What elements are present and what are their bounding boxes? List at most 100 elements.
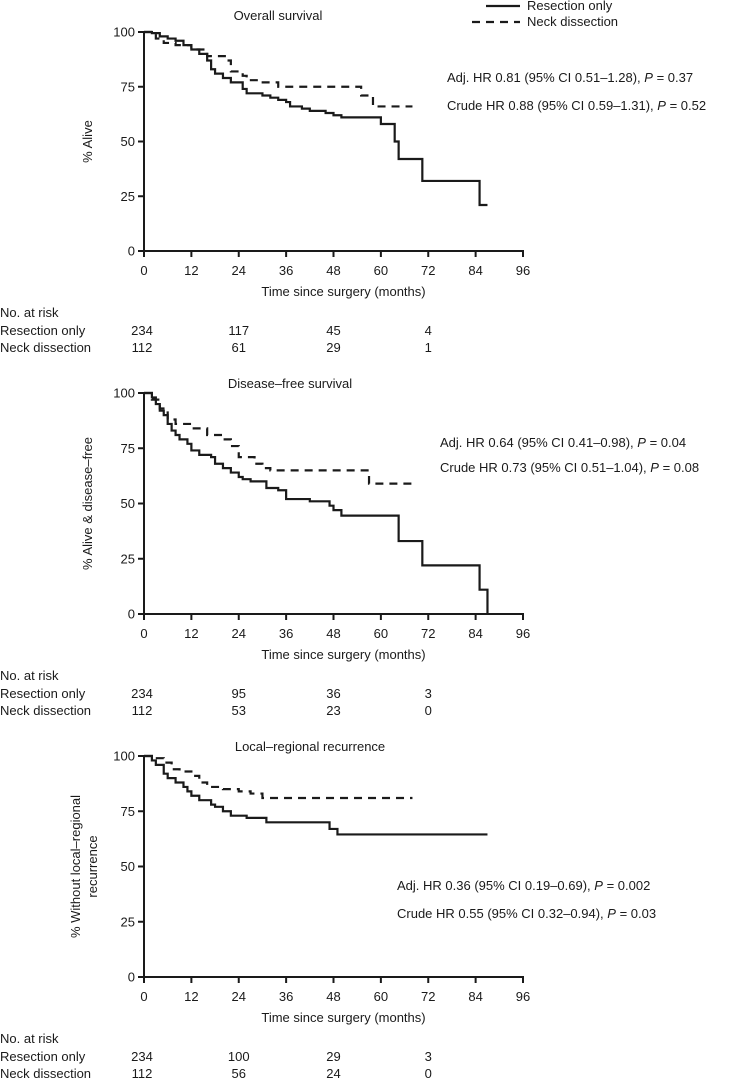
at-risk-value: 3 — [425, 1049, 432, 1064]
x-tick-label: 60 — [374, 263, 388, 278]
y-tick-label: 0 — [128, 244, 135, 259]
at-risk-row-label: Neck dissection — [0, 340, 91, 355]
hazard-ratio-annotation: Crude HR 0.73 (95% CI 0.51–1.04), P = 0.… — [440, 460, 699, 475]
x-tick-label: 48 — [326, 626, 340, 641]
x-tick-label: 12 — [184, 989, 198, 1004]
at-risk-value: 24 — [326, 1066, 340, 1081]
series-neck-dissection — [144, 391, 413, 485]
chart-title: Local–regional recurrence — [235, 739, 385, 754]
legend: Resection only Neck dissection — [472, 0, 618, 29]
hazard-ratio-annotation: Adj. HR 0.81 (95% CI 0.51–1.28), P = 0.3… — [447, 70, 693, 85]
y-tick-label: 75 — [121, 441, 135, 456]
at-risk-value: 3 — [425, 686, 432, 701]
x-tick-label: 12 — [184, 263, 198, 278]
y-axis-label: % Alive — [80, 120, 95, 163]
x-axis-label: Time since surgery (months) — [261, 1010, 425, 1025]
at-risk-value: 45 — [326, 323, 340, 338]
y-tick-label: 0 — [128, 607, 135, 622]
hazard-ratio-annotation: Adj. HR 0.64 (95% CI 0.41–0.98), P = 0.0… — [440, 435, 686, 450]
legend-label-neck: Neck dissection — [527, 14, 618, 29]
hazard-ratio-annotation: Crude HR 0.88 (95% CI 0.59–1.31), P = 0.… — [447, 98, 706, 113]
y-tick-label: 100 — [113, 25, 135, 40]
at-risk-value: 56 — [232, 1066, 246, 1081]
x-axis-label: Time since surgery (months) — [261, 284, 425, 299]
at-risk-value: 0 — [425, 1066, 432, 1081]
x-tick-label: 96 — [516, 626, 530, 641]
at-risk-value: 112 — [132, 1066, 153, 1081]
hazard-ratio-annotation: Adj. HR 0.36 (95% CI 0.19–0.69), P = 0.0… — [397, 878, 650, 893]
at-risk-header: No. at risk — [0, 668, 59, 683]
at-risk-value: 234 — [131, 323, 153, 338]
x-tick-label: 24 — [232, 626, 246, 641]
y-axis-label: recurrence — [85, 835, 100, 897]
x-tick-label: 72 — [421, 263, 435, 278]
x-tick-label: 84 — [468, 263, 482, 278]
x-tick-label: 36 — [279, 263, 293, 278]
y-tick-label: 25 — [121, 914, 135, 929]
at-risk-value: 234 — [131, 1049, 153, 1064]
km-chart-2: Disease–free survival 0 25 50 75 100 0 12 24 36 48… — [0, 376, 699, 718]
at-risk-row-label: Neck dissection — [0, 703, 91, 718]
at-risk-header: No. at risk — [0, 1031, 59, 1046]
chart-title: Disease–free survival — [228, 376, 352, 391]
x-tick-label: 48 — [326, 989, 340, 1004]
x-axis-label: Time since surgery (months) — [261, 647, 425, 662]
x-tick-label: 24 — [232, 263, 246, 278]
y-tick-label: 100 — [113, 386, 135, 401]
at-risk-value: 61 — [232, 340, 246, 355]
series-neck-dissection — [144, 30, 413, 108]
y-tick-label: 100 — [113, 749, 135, 764]
x-tick-label: 36 — [279, 626, 293, 641]
hazard-ratio-annotation: Crude HR 0.55 (95% CI 0.32–0.94), P = 0.… — [397, 906, 656, 921]
series-resection-only — [144, 754, 488, 836]
km-chart-3: Local–regional recurrence 0 25 50 75 100 0 12 24… — [0, 739, 656, 1081]
at-risk-value: 1 — [425, 340, 432, 355]
y-tick-label: 0 — [128, 970, 135, 985]
x-tick-label: 72 — [421, 989, 435, 1004]
y-tick-label: 25 — [121, 551, 135, 566]
at-risk-value: 95 — [232, 686, 246, 701]
at-risk-value: 23 — [326, 703, 340, 718]
x-tick-label: 48 — [326, 263, 340, 278]
at-risk-value: 112 — [132, 703, 153, 718]
y-tick-label: 75 — [121, 79, 135, 94]
at-risk-row-label: Resection only — [0, 323, 86, 338]
x-tick-label: 84 — [468, 626, 482, 641]
at-risk-value: 36 — [326, 686, 340, 701]
x-tick-label: 0 — [140, 263, 147, 278]
y-tick-label: 50 — [121, 134, 135, 149]
at-risk-row-label: Neck dissection — [0, 1066, 91, 1081]
y-tick-label: 25 — [121, 189, 135, 204]
at-risk-value: 112 — [132, 340, 153, 355]
y-tick-label: 75 — [121, 804, 135, 819]
at-risk-value: 0 — [425, 703, 432, 718]
at-risk-row-label: Resection only — [0, 1049, 86, 1064]
x-tick-label: 0 — [140, 626, 147, 641]
at-risk-value: 234 — [131, 686, 153, 701]
y-axis-label: % Without local–regional — [68, 795, 83, 938]
series-resection-only — [144, 391, 489, 614]
series-neck-dissection — [144, 754, 413, 800]
at-risk-value: 4 — [425, 323, 432, 338]
legend-label-resection: Resection only — [527, 0, 613, 13]
at-risk-value: 29 — [326, 340, 340, 355]
x-tick-label: 72 — [421, 626, 435, 641]
y-tick-label: 50 — [121, 496, 135, 511]
x-tick-label: 60 — [374, 989, 388, 1004]
at-risk-value: 117 — [228, 323, 249, 338]
x-tick-label: 96 — [516, 263, 530, 278]
y-tick-label: 50 — [121, 859, 135, 874]
x-tick-label: 84 — [468, 989, 482, 1004]
at-risk-value: 29 — [326, 1049, 340, 1064]
at-risk-header: No. at risk — [0, 305, 59, 320]
series-resection-only — [144, 30, 488, 207]
x-tick-label: 60 — [374, 626, 388, 641]
x-tick-label: 12 — [184, 626, 198, 641]
km-chart-1: Overall survival 0 25 50 75 100 0 12 24 36 48 60 72 8… — [0, 8, 706, 355]
x-tick-label: 0 — [140, 989, 147, 1004]
chart-title: Overall survival — [234, 8, 323, 23]
x-tick-label: 96 — [516, 989, 530, 1004]
at-risk-value: 53 — [232, 703, 246, 718]
x-tick-label: 24 — [232, 989, 246, 1004]
